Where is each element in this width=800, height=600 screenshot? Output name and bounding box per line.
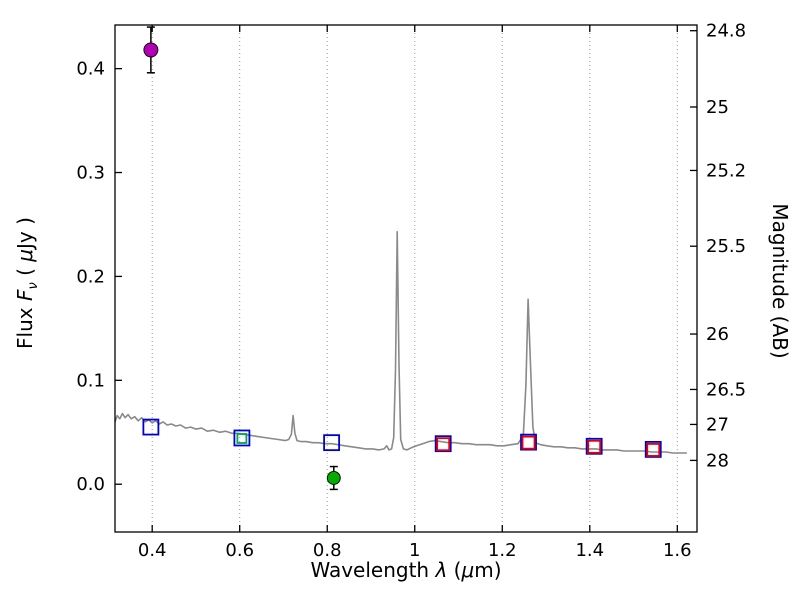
observed-photometry-red-squares-marker	[436, 437, 451, 452]
y-axis-title-left: Flux Fν ( μJy )	[13, 83, 43, 483]
flux-unit-close: Jy )	[13, 217, 37, 249]
model-photometry-blue-squares-marker	[233, 429, 251, 447]
model-photometry-blue-squares-marker	[520, 433, 537, 451]
y-axis-title-right: Magnitude (AB)	[768, 203, 792, 359]
x-tick-label: 0.4	[138, 540, 167, 561]
model-photometry-blue-squares-marker	[585, 437, 603, 455]
x-tick-label: 0.6	[225, 540, 254, 561]
lambda-symbol: λ	[435, 558, 448, 582]
flux-symbol: F	[13, 289, 37, 302]
y-tick-label-left: 0.2	[76, 266, 105, 287]
flux-word: Flux	[13, 301, 37, 349]
model-photometry-blue-squares-marker	[644, 441, 662, 458]
observed-photometry-green-square-marker	[236, 433, 248, 444]
observed-photometry-red-squares-marker	[646, 443, 661, 457]
mu-symbol: μ	[461, 558, 475, 582]
y-tick-label-left: 0.0	[76, 474, 105, 495]
y-tick-label-right: 27	[706, 414, 729, 435]
x-axis-unit-open: (	[447, 558, 462, 582]
observed-point-green-circle-marker	[326, 471, 341, 485]
y-tick-label-right: 25.2	[706, 160, 746, 181]
model-spectrum-line	[114, 230, 687, 454]
observed-photometry-red-squares-marker	[587, 439, 602, 454]
y-tick-label-right: 25.5	[706, 236, 746, 257]
y-tick-label-left: 0.4	[76, 59, 105, 80]
model-photometry-blue-squares-marker	[434, 435, 452, 453]
y-tick-label-right: 28	[706, 450, 729, 471]
x-tick-label: 1	[409, 540, 420, 561]
x-tick-label: 1.4	[575, 540, 604, 561]
x-tick-label: 1.6	[663, 540, 692, 561]
y-tick-label-right: 25	[706, 97, 729, 118]
y-tick-label-left: 0.3	[76, 163, 105, 184]
x-tick-label: 0.8	[313, 540, 342, 561]
x-axis-unit-close: m)	[474, 558, 502, 582]
mu-symbol-flux: μ	[13, 248, 37, 262]
model-photometry-blue-squares-marker	[142, 418, 160, 436]
y-tick-label-right: 26	[706, 324, 729, 345]
x-axis-title: Wavelength λ (μm)	[115, 558, 697, 582]
observed-photometry-red-squares-marker	[521, 435, 536, 450]
nu-subscript: ν	[26, 282, 41, 290]
flux-unit-open: (	[13, 261, 37, 283]
x-tick-label: 1.2	[488, 540, 517, 561]
y-tick-label-left: 0.1	[76, 370, 105, 391]
model-photometry-blue-squares-marker	[323, 434, 341, 452]
x-axis-title-word: Wavelength	[310, 558, 436, 582]
y-tick-label-right: 26.5	[706, 379, 746, 400]
observed-point-magenta-circle-marker	[143, 42, 159, 58]
plot-frame	[114, 24, 698, 533]
y-tick-label-right: 24.8	[706, 21, 746, 42]
